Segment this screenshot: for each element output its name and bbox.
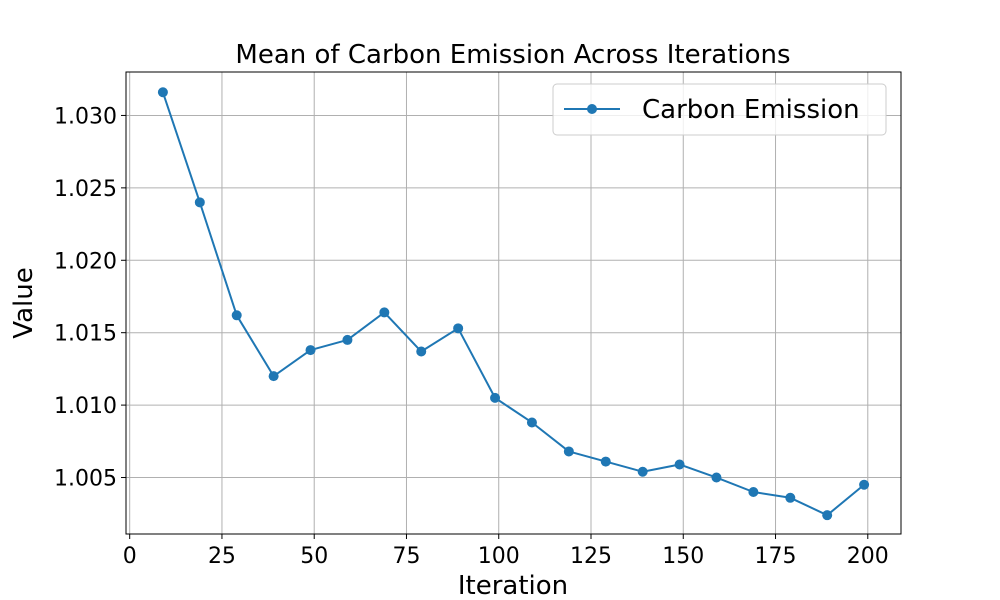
y-tick-label: 1.015 [54, 322, 117, 347]
y-tick-label: 1.030 [54, 104, 117, 129]
y-axis-label: Value [9, 267, 39, 338]
data-point [305, 345, 316, 356]
y-tick-label: 1.025 [54, 177, 117, 202]
data-point [194, 197, 205, 208]
data-point [785, 492, 796, 503]
x-tick-label: 25 [208, 544, 236, 569]
legend-marker-icon [587, 104, 597, 114]
chart-title: Mean of Carbon Emission Across Iteration… [235, 40, 790, 70]
data-point [342, 334, 353, 345]
x-tick-label: 125 [570, 544, 612, 569]
x-tick-label: 200 [847, 544, 889, 569]
data-point [859, 479, 870, 490]
data-point [600, 456, 611, 467]
legend-label: Carbon Emission [642, 95, 860, 125]
y-tick-label: 1.010 [54, 394, 117, 419]
data-point [268, 371, 279, 382]
legend: Carbon Emission [552, 83, 887, 136]
series-layer [157, 87, 870, 521]
x-tick-label: 75 [392, 544, 420, 569]
data-point [157, 87, 168, 98]
data-point [711, 472, 722, 483]
series-line [161, 91, 865, 517]
x-tick-label: 150 [662, 544, 704, 569]
legend-box [552, 83, 887, 136]
x-tick-label: 175 [755, 544, 797, 569]
grid [126, 72, 901, 534]
y-axis: 1.005 1.010 1.015 1.020 1.025 1.030 [54, 104, 126, 492]
data-point [231, 310, 242, 321]
y-tick-label: 1.020 [54, 249, 117, 274]
data-point [379, 307, 390, 318]
data-point [563, 446, 574, 457]
data-point [453, 323, 464, 334]
x-axis-label: Iteration [458, 571, 568, 600]
plot-frame [125, 71, 902, 535]
data-point [748, 487, 759, 497]
y-tick-label: 1.005 [54, 467, 117, 492]
x-tick-label: 50 [300, 544, 328, 569]
x-axis: 0 25 50 75 100 125 150 175 200 [123, 534, 889, 569]
data-point [490, 392, 501, 403]
data-point [637, 466, 648, 477]
data-point [822, 510, 833, 521]
data-point [416, 346, 427, 357]
x-tick-label: 100 [478, 544, 520, 569]
data-point [674, 459, 685, 470]
x-tick-label: 0 [123, 544, 137, 569]
data-point [526, 417, 537, 428]
